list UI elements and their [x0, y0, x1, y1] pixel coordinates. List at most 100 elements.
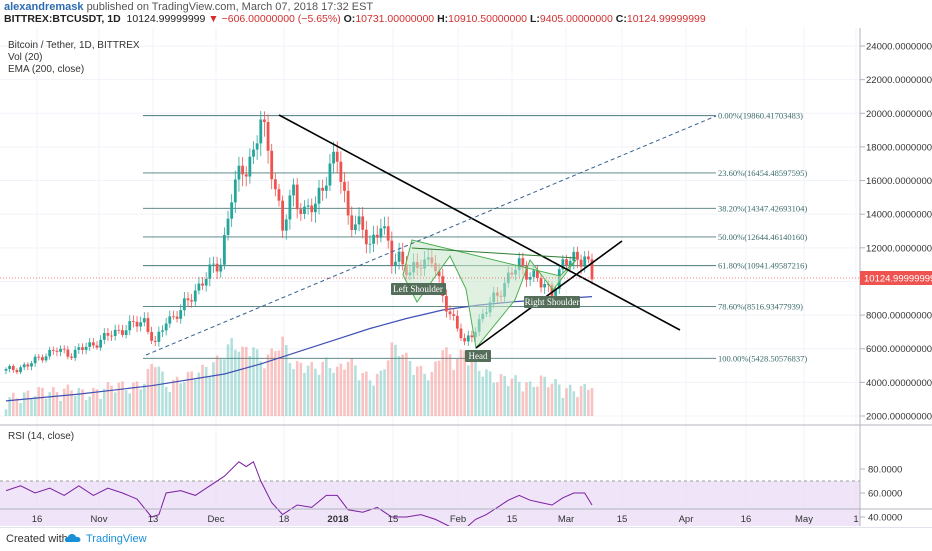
volume-bar: [332, 372, 335, 416]
fibonacci-retracement[interactable]: 0.00%(19860.41703483) 23.60%(16454.485975…: [143, 111, 807, 364]
volume-bar: [550, 383, 554, 416]
candle-body: [157, 331, 161, 342]
volume-bar: [143, 383, 146, 416]
candle-body: [15, 369, 19, 373]
time-tick-label: 16: [741, 514, 752, 525]
inverse-head-shoulders-pattern[interactable]: [402, 239, 577, 350]
time-tick-label: 2018: [327, 514, 348, 525]
volume-bar: [175, 376, 179, 416]
candle-body: [237, 165, 241, 180]
right-shoulder-tag: [524, 296, 580, 308]
candle-body: [350, 215, 354, 231]
volume-bar: [470, 359, 474, 416]
volume-bar: [88, 396, 92, 416]
volume-bar: [423, 373, 426, 416]
author-name[interactable]: alexandremask: [4, 1, 84, 13]
volume-bar: [390, 342, 394, 416]
candle-body: [357, 216, 361, 225]
right-shoulder-label: Right Shoulder: [525, 297, 580, 307]
down-arrow-icon: ▼: [208, 13, 219, 25]
volume-bar: [576, 397, 579, 416]
tradingview-brand-link[interactable]: TradingView: [86, 533, 147, 545]
candle-body: [172, 316, 175, 318]
candle-body: [281, 200, 285, 231]
candle-body: [99, 339, 103, 348]
volume-bar: [146, 368, 150, 416]
time-axis[interactable]: 16 Nov 13 Dec 18 2018 15 Feb 15 Mar 15 Apr 16 May 1: [32, 514, 859, 525]
price-chart[interactable]: 0.00%(19860.41703483) 23.60%(16454.485975…: [0, 28, 932, 526]
volume-bar: [186, 372, 190, 416]
candle-body: [543, 283, 547, 288]
candle-body: [204, 278, 208, 286]
candle-body: [364, 229, 368, 245]
rsi-axis[interactable]: 40.0000 60.0000 80.0000: [860, 465, 902, 524]
rsi-pane[interactable]: [0, 461, 860, 526]
volume-bar: [244, 346, 248, 416]
fib-level-label: 50.00%(12644.46140160): [718, 232, 807, 242]
drawings[interactable]: [145, 114, 717, 356]
volume-bar: [590, 388, 594, 416]
ascending-trendline[interactable]: [475, 240, 623, 349]
volume-bar: [554, 379, 557, 416]
time-tick-label: 15: [388, 514, 399, 525]
price-axis[interactable]: 2000.00000000 4000.00000000 6000.00000000 8…: [860, 42, 932, 423]
candle-body: [288, 195, 292, 220]
time-tick-label: 13: [148, 514, 159, 525]
candle-body: [324, 185, 328, 191]
descending-trendline[interactable]: [278, 114, 681, 331]
candle-body: [241, 165, 244, 175]
volume-bar: [401, 354, 405, 416]
candle-body: [321, 187, 325, 191]
main-pane[interactable]: [0, 28, 860, 424]
volume-bar: [55, 392, 59, 416]
rsi-tick-label: 80.0000: [868, 465, 902, 476]
volume-bar: [434, 361, 437, 416]
volume-bar: [437, 360, 441, 416]
fib-level-label: 100.00%(5428.50576837): [718, 353, 807, 363]
volume-bar: [317, 374, 321, 416]
candle-body: [565, 259, 568, 266]
left-shoulder-tag: [391, 283, 446, 295]
dashed-fib-trendline[interactable]: [145, 115, 717, 356]
volume-bar: [168, 392, 172, 416]
volume-bar: [277, 350, 281, 416]
tradingview-cloud-icon: [64, 534, 81, 542]
volume-bar: [328, 367, 332, 416]
candle-body: [255, 143, 259, 150]
volume-bar: [92, 387, 95, 416]
last-price-tag-text: 10124.99999999: [864, 274, 932, 285]
candle-body: [84, 346, 88, 350]
candle-body: [117, 329, 121, 331]
volume-bar: [306, 365, 310, 416]
volume-bar: [299, 362, 303, 416]
candle-body: [463, 338, 467, 342]
volume-bar: [30, 398, 33, 416]
legend-volume: Vol (20): [8, 52, 42, 63]
candle-body: [470, 335, 474, 338]
volume-bar: [346, 361, 350, 416]
published-text: published on TradingView.com, March 07, …: [86, 1, 374, 13]
candle-body: [48, 349, 52, 357]
neckline[interactable]: [411, 247, 577, 259]
volume-bar: [135, 381, 139, 416]
candle-body: [252, 149, 255, 157]
candle-body: [226, 218, 230, 236]
price-tick-label: 2000.00000000: [866, 412, 932, 423]
volume-bar: [492, 382, 496, 416]
price-tick-label: 22000.00000000: [866, 75, 932, 86]
volume-bar: [172, 380, 175, 416]
candle-body: [525, 266, 528, 280]
volume-bar: [62, 388, 66, 416]
candle-body: [303, 206, 306, 214]
volume-bar: [499, 374, 503, 416]
volume-bar: [408, 360, 412, 416]
volume-bar: [41, 387, 44, 416]
volume-bar: [430, 371, 434, 416]
candle-body: [273, 179, 277, 190]
volume-bar: [8, 397, 11, 416]
volume-bar: [197, 372, 201, 416]
volume-bar: [561, 397, 565, 416]
volume-bar: [445, 347, 448, 416]
time-tick-label: 15: [507, 514, 518, 525]
price-change: −606.00000000 (−5.65%): [221, 13, 341, 25]
